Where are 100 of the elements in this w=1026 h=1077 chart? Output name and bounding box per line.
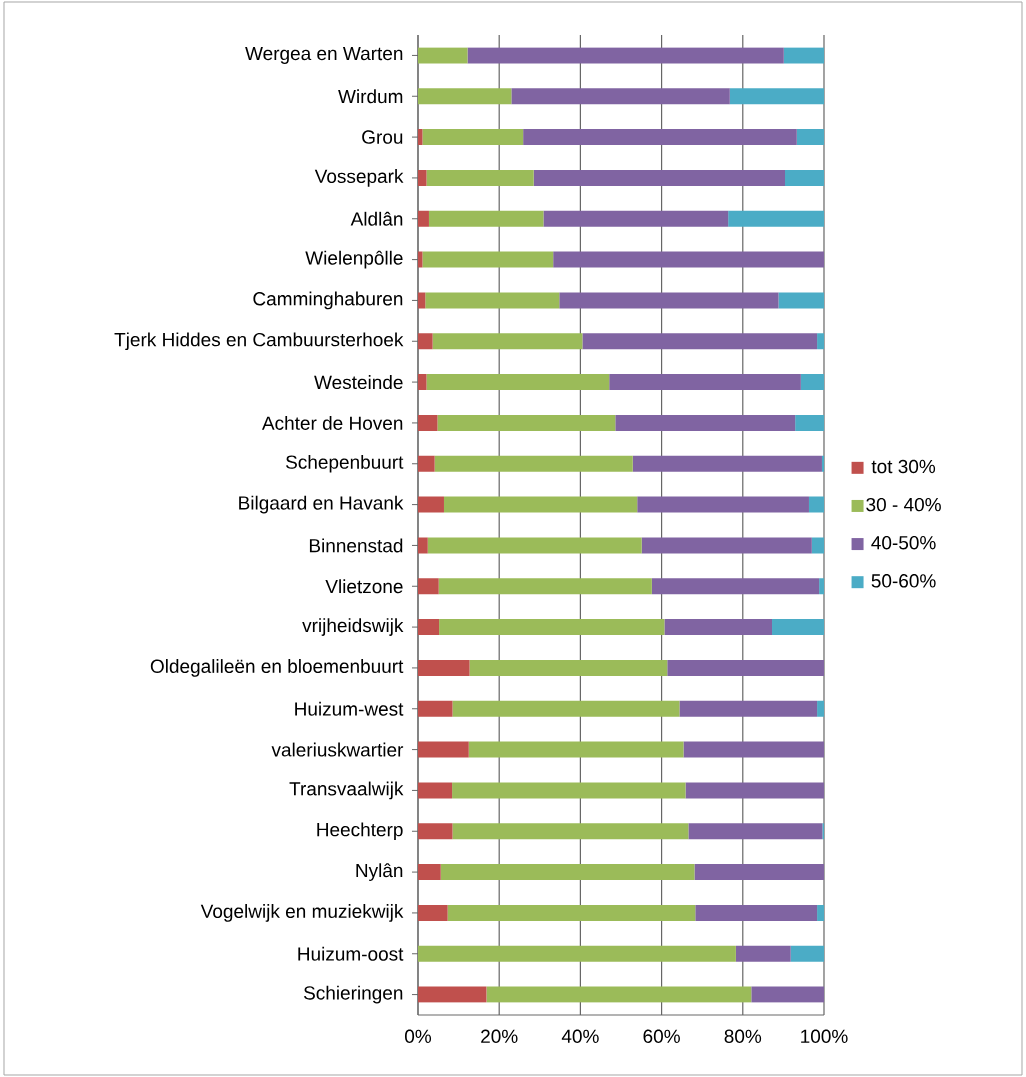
bar bbox=[425, 292, 560, 309]
bar bbox=[808, 496, 824, 513]
bar bbox=[609, 374, 801, 391]
bar bbox=[418, 823, 453, 840]
bar bbox=[796, 129, 824, 146]
bar bbox=[533, 169, 786, 186]
x-tick-label: 20% bbox=[481, 1029, 518, 1043]
bar bbox=[438, 578, 652, 595]
bar bbox=[632, 455, 822, 472]
bar bbox=[811, 537, 824, 554]
bar bbox=[729, 88, 824, 105]
bar bbox=[418, 578, 439, 595]
y-tick-label: Oldegalileën en bloemenbuurt bbox=[150, 659, 404, 677]
y-tick-label: Westeinde bbox=[314, 375, 403, 390]
bar bbox=[418, 47, 468, 64]
y-tick-label: Nylân bbox=[356, 863, 403, 881]
bar bbox=[468, 741, 684, 758]
bar bbox=[486, 986, 752, 1003]
bar bbox=[418, 945, 736, 962]
y-tick-label: Tjerk Hiddes en Cambuursterhoek bbox=[114, 332, 404, 351]
bar bbox=[751, 986, 824, 1003]
bar bbox=[447, 904, 696, 921]
y-tick-label: Vossepark bbox=[314, 169, 404, 187]
bar bbox=[418, 986, 487, 1003]
bar bbox=[615, 414, 796, 431]
y-tick-label: Huizum-west bbox=[295, 701, 404, 716]
x-tick-label: 80% bbox=[724, 1029, 762, 1043]
x-tick-label: 40% bbox=[561, 1029, 599, 1043]
bar bbox=[427, 537, 642, 554]
x-tick-label: 100% bbox=[801, 1029, 848, 1043]
bar bbox=[418, 782, 453, 799]
y-tick-label: Wergea en Warten bbox=[245, 46, 403, 64]
y-tick-label: Vogelwijk en muziekwijk bbox=[200, 904, 404, 922]
bar bbox=[418, 169, 427, 186]
bar bbox=[418, 251, 423, 268]
legend-label: tot 30% bbox=[871, 459, 936, 474]
y-tick-label: valeriuskwartier bbox=[271, 742, 404, 757]
legend-label: 50-60% bbox=[871, 574, 936, 588]
bar bbox=[443, 496, 638, 513]
x-tick-label: 0% bbox=[405, 1029, 432, 1043]
bar bbox=[664, 619, 773, 636]
y-tick-label: Binnenstad bbox=[309, 538, 403, 553]
bar bbox=[523, 129, 797, 146]
bar bbox=[641, 537, 812, 554]
bar bbox=[418, 210, 429, 227]
bar bbox=[543, 210, 729, 227]
bar bbox=[695, 904, 818, 921]
bar bbox=[785, 169, 824, 186]
bar bbox=[418, 496, 444, 513]
legend-label: 30 - 40% bbox=[866, 497, 941, 512]
bar bbox=[418, 292, 426, 309]
bar bbox=[428, 210, 544, 227]
bar bbox=[469, 659, 668, 676]
y-tick-label: Wielenpôlle bbox=[305, 250, 403, 269]
bar bbox=[418, 374, 427, 391]
bar bbox=[432, 333, 583, 350]
bar bbox=[467, 47, 784, 64]
bar bbox=[422, 251, 554, 268]
y-tick-label: Schieringen bbox=[303, 985, 403, 1004]
bar bbox=[418, 700, 453, 717]
bar bbox=[418, 455, 435, 472]
bar bbox=[439, 619, 665, 636]
bar bbox=[790, 945, 824, 962]
bar bbox=[728, 210, 824, 227]
bar bbox=[637, 496, 809, 513]
bar bbox=[434, 455, 633, 472]
bar bbox=[651, 578, 820, 595]
bar bbox=[511, 88, 730, 105]
bar bbox=[418, 619, 440, 636]
y-tick-label: vrijheidswijk bbox=[302, 618, 404, 636]
bar bbox=[452, 823, 689, 840]
y-tick-label: Vlietzone bbox=[325, 579, 403, 594]
bar bbox=[452, 782, 686, 799]
y-tick-label: Achter de Hoven bbox=[261, 415, 403, 430]
y-tick-label: Aldlân bbox=[350, 211, 403, 226]
bar bbox=[418, 864, 441, 881]
bar bbox=[418, 333, 433, 350]
bar bbox=[679, 700, 818, 717]
bar bbox=[418, 537, 428, 554]
y-tick-label: Schepenbuurt bbox=[286, 454, 404, 473]
bar bbox=[667, 659, 824, 676]
bar bbox=[418, 414, 438, 431]
bar bbox=[452, 700, 680, 717]
bar bbox=[772, 619, 824, 636]
y-tick-label: Wirdum bbox=[338, 89, 403, 104]
x-tick-label: 60% bbox=[643, 1029, 680, 1043]
y-tick-label: Transvaalwijk bbox=[289, 781, 404, 800]
y-tick-label: Grou bbox=[362, 130, 403, 144]
bar bbox=[418, 741, 469, 758]
bar bbox=[559, 292, 779, 309]
bar bbox=[683, 741, 824, 758]
bar bbox=[795, 414, 824, 431]
bar bbox=[418, 659, 470, 676]
bar bbox=[694, 864, 824, 881]
bar bbox=[553, 251, 824, 268]
y-tick-label: Camminghaburen bbox=[253, 291, 403, 310]
bar bbox=[426, 169, 534, 186]
y-tick-label: Bilgaard en Havank bbox=[239, 495, 404, 514]
y-tick-label: Heechterp bbox=[317, 822, 403, 841]
bar bbox=[582, 333, 818, 350]
